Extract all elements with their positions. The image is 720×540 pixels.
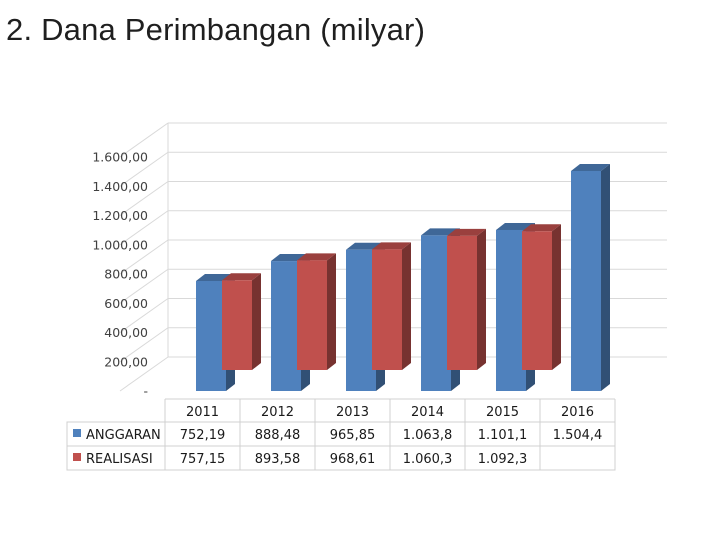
bar-top-face xyxy=(297,253,336,261)
data-label: 965,85 xyxy=(330,428,376,443)
bar-front-face xyxy=(372,249,402,370)
legend-entry: ANGGARAN xyxy=(86,428,161,443)
x-category-label: 2012 xyxy=(261,405,294,420)
legend-swatch xyxy=(73,429,81,437)
y-tick-label: 1.600,00 xyxy=(92,150,148,165)
y-tick-label: 800,00 xyxy=(104,267,148,282)
bar-front-face xyxy=(496,229,526,391)
gridline-diagonal xyxy=(119,210,169,246)
gridline-diagonal xyxy=(119,298,169,333)
bar-realisasi-2014 xyxy=(447,228,486,370)
gridline-diagonal xyxy=(119,327,169,363)
y-tick-label: 400,00 xyxy=(104,325,148,340)
y-tick-label: 200,00 xyxy=(104,354,148,369)
bar-front-face xyxy=(297,260,327,370)
bar-front-face xyxy=(522,231,552,370)
x-category-label: 2015 xyxy=(486,405,519,420)
bar-realisasi-2015 xyxy=(522,224,561,370)
y-tick-label: - xyxy=(143,384,148,399)
gridline-diagonal xyxy=(119,181,169,216)
bar-side-face xyxy=(252,273,261,370)
bar-top-face xyxy=(447,228,486,236)
data-label: 1.092,3 xyxy=(478,452,528,467)
y-axis: - 200,00 400,00 600,00 800,00 1.000,00 1.200,0… xyxy=(92,150,148,399)
x-category-label: 2013 xyxy=(336,405,369,420)
bar-top-face xyxy=(496,222,535,230)
gridline-diagonal xyxy=(119,239,169,275)
page-title: 2. Dana Perimbangan (milyar) xyxy=(6,12,426,47)
x-category-label: 2011 xyxy=(186,405,219,420)
bar-front-face xyxy=(421,235,451,391)
bar-top-face xyxy=(222,273,261,281)
data-label: 752,19 xyxy=(180,428,226,443)
y-tick-label: 600,00 xyxy=(104,296,148,311)
data-label: 1.060,3 xyxy=(403,452,453,467)
bar-side-face xyxy=(327,253,336,370)
data-label: 1.504,4 xyxy=(553,428,603,443)
bar-top-face xyxy=(372,242,411,250)
data-label: 893,58 xyxy=(255,452,301,467)
bars xyxy=(196,163,610,391)
gridline-diagonal xyxy=(119,122,169,158)
bar-top-face xyxy=(522,224,561,232)
data-label: 968,61 xyxy=(330,452,376,467)
bar-top-face xyxy=(571,163,610,171)
bar-side-face xyxy=(402,242,411,370)
x-category-label: 2014 xyxy=(411,405,444,420)
bar-front-face xyxy=(196,280,226,391)
data-label: 888,48 xyxy=(255,428,301,443)
data-label: 1.101,1 xyxy=(478,428,528,443)
data-table: 2011 752,19 757,15 2012 888,48 893,58 2013 965,… xyxy=(66,398,616,471)
bar-front-face xyxy=(346,249,376,391)
bar-side-face xyxy=(601,163,610,391)
data-label: 757,15 xyxy=(180,452,226,467)
bar-front-face xyxy=(271,261,301,391)
bar-front-face xyxy=(447,235,477,370)
gridline-diagonal xyxy=(119,268,169,304)
gridline-diagonal xyxy=(119,151,169,187)
bar-side-face xyxy=(552,224,561,370)
gridline-diagonal xyxy=(119,356,169,392)
bar-realisasi-2012 xyxy=(297,253,336,370)
y-tick-label: 1.000,00 xyxy=(92,237,148,252)
bar-anggaran-2016 xyxy=(571,163,610,391)
bar-realisasi-2011 xyxy=(222,273,261,370)
x-category-label: 2016 xyxy=(561,405,594,420)
bar-side-face xyxy=(477,228,486,370)
legend-entry: REALISASI xyxy=(86,452,153,467)
bar-front-face xyxy=(571,170,601,391)
y-tick-label: 1.400,00 xyxy=(92,179,148,194)
bar-realisasi-2013 xyxy=(372,242,411,370)
legend-swatch xyxy=(73,453,81,461)
data-label: 1.063,8 xyxy=(403,428,453,443)
bar-front-face xyxy=(222,280,252,370)
y-tick-label: 1.200,00 xyxy=(92,208,148,223)
